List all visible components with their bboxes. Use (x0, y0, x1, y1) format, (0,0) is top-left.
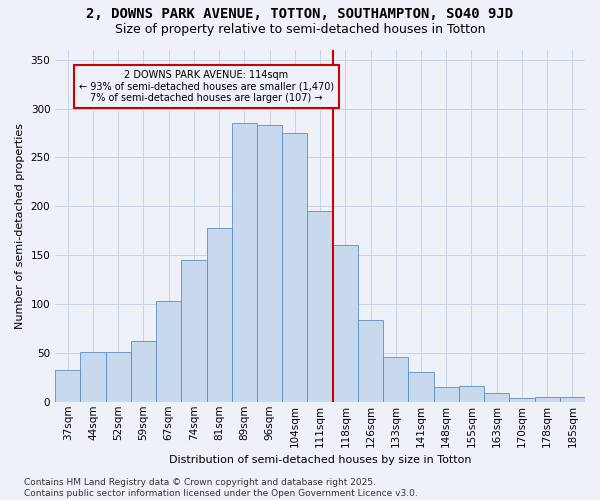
Bar (409, 372, 434, 402)
Bar (484, 393, 509, 402)
Bar (560, 397, 585, 402)
Bar (282, 133, 307, 402)
Bar (55, 370, 80, 402)
Bar (131, 341, 156, 402)
Bar (206, 228, 232, 402)
Text: 2 DOWNS PARK AVENUE: 114sqm
← 93% of semi-detached houses are smaller (1,470)
7%: 2 DOWNS PARK AVENUE: 114sqm ← 93% of sem… (79, 70, 334, 102)
Text: Size of property relative to semi-detached houses in Totton: Size of property relative to semi-detach… (115, 22, 485, 36)
Text: Contains HM Land Registry data © Crown copyright and database right 2025.
Contai: Contains HM Land Registry data © Crown c… (24, 478, 418, 498)
Bar (358, 320, 383, 402)
X-axis label: Distribution of semi-detached houses by size in Totton: Distribution of semi-detached houses by … (169, 455, 472, 465)
Bar (257, 125, 282, 402)
Bar (156, 301, 181, 402)
Bar (106, 352, 131, 402)
Bar (459, 386, 484, 402)
Bar (232, 124, 257, 402)
Bar (434, 387, 459, 402)
Bar (509, 398, 535, 402)
Bar (383, 357, 409, 402)
Bar (181, 260, 206, 402)
Bar (332, 246, 358, 402)
Bar (307, 211, 332, 402)
Y-axis label: Number of semi-detached properties: Number of semi-detached properties (15, 123, 25, 329)
Text: 2, DOWNS PARK AVENUE, TOTTON, SOUTHAMPTON, SO40 9JD: 2, DOWNS PARK AVENUE, TOTTON, SOUTHAMPTO… (86, 8, 514, 22)
Bar (535, 397, 560, 402)
Bar (80, 352, 106, 402)
